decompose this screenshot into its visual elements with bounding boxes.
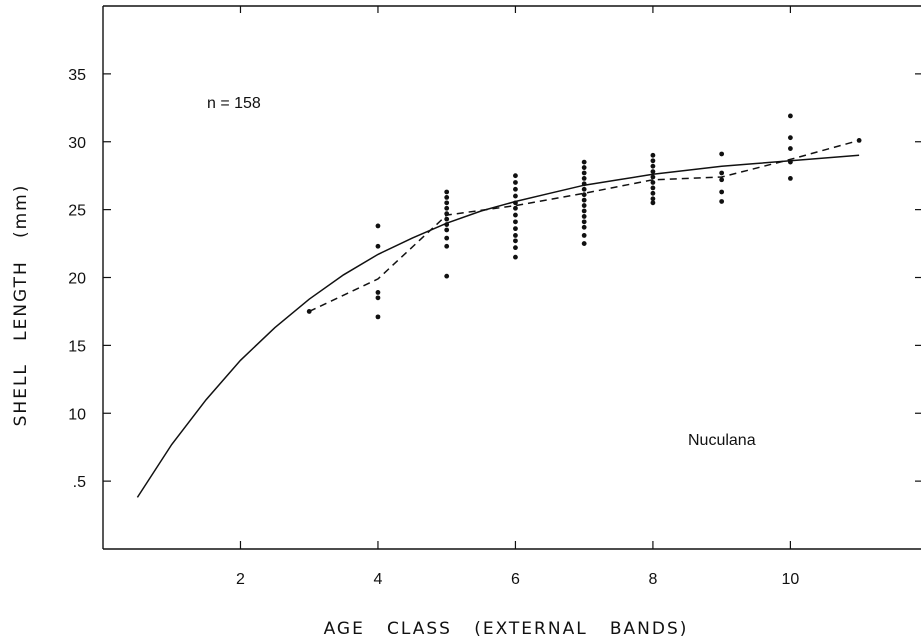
data-point <box>581 208 587 214</box>
data-point <box>444 273 450 279</box>
data-point <box>787 113 793 119</box>
data-point <box>581 186 587 192</box>
data-point <box>444 195 450 200</box>
data-point <box>513 193 518 199</box>
x-tick-label: 6 <box>511 571 520 588</box>
y-tick-label: 30 <box>68 135 86 152</box>
data-point <box>375 314 381 320</box>
data-point <box>375 295 381 301</box>
x-tick-label: 8 <box>648 571 657 588</box>
data-point <box>581 219 587 225</box>
y-tick-label: 15 <box>68 338 86 355</box>
data-point <box>513 212 518 218</box>
data-point <box>719 151 725 157</box>
data-point <box>513 226 518 232</box>
data-point <box>513 219 518 225</box>
data-point <box>306 309 312 314</box>
mean-length-dashed-line <box>308 139 860 313</box>
data-point <box>581 197 587 203</box>
data-point <box>581 181 587 187</box>
data-point <box>650 200 656 206</box>
y-tick-label: .5 <box>73 474 86 491</box>
data-point <box>513 254 518 260</box>
data-point <box>650 152 656 158</box>
data-point <box>650 185 656 191</box>
data-point <box>444 227 450 233</box>
data-point <box>581 241 587 246</box>
sample-size-annotation: n = 158 <box>207 95 261 112</box>
x-tick-label: 2 <box>236 571 245 588</box>
plot-axes <box>102 5 921 550</box>
data-point <box>581 176 587 181</box>
data-point <box>444 222 450 227</box>
data-point <box>719 177 725 183</box>
y-tick-label: 20 <box>68 271 86 288</box>
data-point <box>581 233 587 238</box>
data-point <box>856 137 862 143</box>
data-point <box>650 190 656 196</box>
data-points <box>306 113 862 320</box>
data-point <box>650 163 656 169</box>
data-point <box>719 189 725 195</box>
y-tick-label: 25 <box>68 203 86 220</box>
data-point <box>375 223 381 229</box>
data-point <box>513 238 518 244</box>
data-point <box>581 192 587 198</box>
data-point <box>513 200 518 206</box>
data-point <box>650 174 656 180</box>
data-point <box>581 224 587 230</box>
data-point <box>444 205 450 211</box>
data-point <box>375 290 381 295</box>
data-point <box>513 180 518 185</box>
data-point <box>787 176 793 181</box>
data-point <box>581 170 587 176</box>
data-point <box>581 165 587 170</box>
fitted-growth-curve <box>136 154 860 498</box>
data-point <box>650 158 656 164</box>
data-point <box>581 203 587 208</box>
data-point <box>650 180 656 185</box>
data-point <box>650 196 656 202</box>
y-axis-title: SHELL LENGTH (mm) <box>11 184 31 427</box>
x-axis-title: AGE CLASS (EXTERNAL BANDS) <box>324 619 689 639</box>
data-point <box>444 243 450 249</box>
data-point <box>444 216 450 222</box>
data-point <box>513 245 518 251</box>
data-point <box>719 170 725 176</box>
axis-ticks <box>103 6 921 549</box>
data-point <box>787 159 793 165</box>
data-point <box>513 186 518 192</box>
data-point <box>581 159 587 165</box>
data-point <box>513 233 518 238</box>
data-point <box>513 173 518 179</box>
genus-annotation: Nuculana <box>688 432 756 449</box>
data-point <box>787 146 793 151</box>
data-point <box>719 199 725 204</box>
data-point <box>375 243 381 249</box>
data-point <box>444 200 450 206</box>
data-point <box>444 189 450 195</box>
data-point <box>650 169 656 175</box>
data-point <box>787 135 793 141</box>
y-tick-label: 35 <box>68 67 86 84</box>
data-point <box>444 235 450 241</box>
data-point <box>444 211 450 217</box>
x-tick-label: 4 <box>374 571 383 588</box>
tick-labels: 2 4 6 8 10 .5 10 15 20 25 30 35 <box>68 67 799 588</box>
x-tick-label: 10 <box>781 571 799 588</box>
y-tick-label: 10 <box>68 406 86 423</box>
data-point <box>513 205 518 211</box>
data-point <box>581 214 587 219</box>
